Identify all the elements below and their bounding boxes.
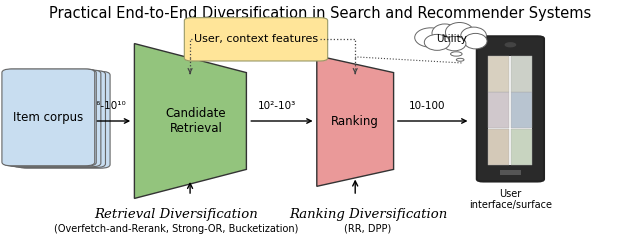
Ellipse shape [432,24,458,42]
Ellipse shape [424,34,450,50]
Bar [499,170,521,175]
Text: 10²-10³: 10²-10³ [257,101,296,111]
FancyBboxPatch shape [13,71,106,167]
FancyBboxPatch shape [488,56,532,165]
Text: User
interface/surface: User interface/surface [469,189,552,210]
Bar [488,56,509,91]
Polygon shape [134,44,246,198]
Bar [511,129,532,165]
Text: 10⁶-10¹⁰: 10⁶-10¹⁰ [84,101,127,111]
FancyBboxPatch shape [17,71,110,168]
Text: User, context features: User, context features [194,34,318,44]
Circle shape [506,43,516,47]
Text: 10-100: 10-100 [409,101,446,111]
Ellipse shape [461,27,486,44]
Text: (Overfetch-and-Rerank, Strong-OR, Bucketization): (Overfetch-and-Rerank, Strong-OR, Bucket… [54,224,298,234]
FancyBboxPatch shape [2,69,95,166]
Bar [511,56,532,91]
FancyBboxPatch shape [184,18,328,61]
Ellipse shape [415,28,447,47]
Ellipse shape [445,23,474,42]
FancyBboxPatch shape [3,69,96,166]
Bar [488,92,509,128]
Bar [488,129,509,165]
Text: Ranking: Ranking [332,114,379,128]
Text: Retrieval Diversification: Retrieval Diversification [94,208,258,221]
Bar [511,92,532,128]
Circle shape [451,52,462,56]
Ellipse shape [464,33,487,49]
Text: Practical End-to-End Diversification in Search and Recommender Systems: Practical End-to-End Diversification in … [49,6,591,21]
Polygon shape [317,56,394,186]
Ellipse shape [443,36,466,51]
Text: Candidate
Retrieval: Candidate Retrieval [166,107,227,135]
FancyBboxPatch shape [477,36,544,182]
Text: Item corpus: Item corpus [13,111,83,124]
FancyBboxPatch shape [8,70,101,167]
Circle shape [456,58,464,61]
Text: (RR, DPP): (RR, DPP) [344,224,392,234]
Text: Ranking Diversification: Ranking Diversification [289,208,447,221]
Text: Utility: Utility [436,34,467,44]
